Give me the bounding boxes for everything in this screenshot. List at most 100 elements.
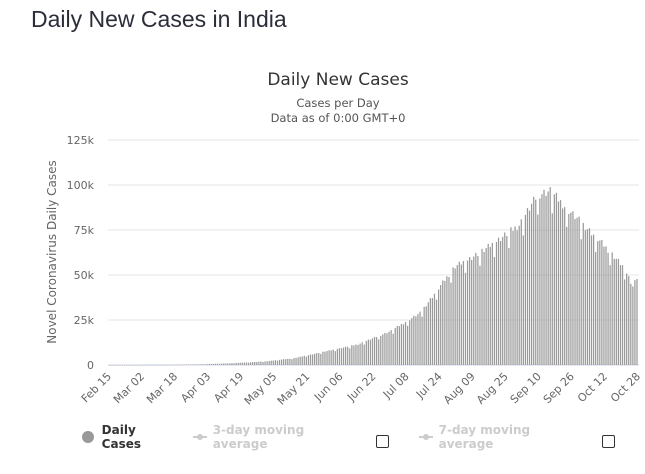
bar[interactable] (388, 331, 390, 365)
bar[interactable] (479, 265, 481, 365)
bar[interactable] (130, 364, 132, 366)
bar[interactable] (386, 333, 388, 365)
bar[interactable] (632, 286, 634, 365)
bar[interactable] (245, 362, 248, 365)
bar[interactable] (280, 359, 283, 365)
bar[interactable] (190, 364, 192, 366)
bar[interactable] (159, 364, 161, 366)
bar[interactable] (194, 364, 196, 365)
bar[interactable] (175, 364, 177, 366)
bar[interactable] (338, 348, 341, 365)
bar[interactable] (382, 334, 384, 365)
bar[interactable] (623, 279, 626, 365)
bar[interactable] (427, 302, 429, 365)
bar[interactable] (342, 347, 345, 365)
bar[interactable] (367, 339, 369, 365)
bar[interactable] (243, 362, 246, 365)
bar[interactable] (407, 325, 409, 365)
bar[interactable] (561, 208, 564, 365)
bar[interactable] (198, 364, 200, 365)
bar[interactable] (357, 344, 359, 365)
bar[interactable] (469, 257, 471, 365)
bar[interactable] (237, 362, 239, 365)
bar[interactable] (109, 364, 111, 366)
bar[interactable] (481, 248, 483, 365)
bar[interactable] (204, 364, 206, 365)
legend-item-3day-average[interactable]: 3-day moving average (193, 423, 403, 451)
bar[interactable] (448, 276, 450, 365)
bar[interactable] (601, 239, 603, 365)
bar[interactable] (438, 289, 440, 365)
bar[interactable] (301, 356, 303, 365)
bar[interactable] (289, 358, 291, 365)
bar[interactable] (309, 354, 312, 365)
bar[interactable] (336, 348, 338, 365)
bar[interactable] (514, 226, 516, 365)
bar[interactable] (570, 212, 572, 365)
bar[interactable] (495, 241, 498, 365)
bar[interactable] (609, 265, 611, 365)
bar[interactable] (504, 232, 506, 365)
bar[interactable] (229, 363, 231, 365)
bar[interactable] (475, 252, 477, 365)
bar[interactable] (365, 340, 367, 365)
bar[interactable] (330, 350, 332, 365)
bar[interactable] (371, 338, 374, 365)
bar[interactable] (497, 237, 500, 365)
bar[interactable] (150, 364, 153, 366)
bar[interactable] (417, 313, 419, 365)
bar[interactable] (634, 280, 636, 365)
bar[interactable] (117, 364, 119, 366)
bar[interactable] (559, 200, 562, 365)
bar[interactable] (440, 285, 442, 365)
bar[interactable] (349, 348, 351, 365)
bar[interactable] (303, 355, 305, 365)
bar[interactable] (626, 273, 628, 365)
bar[interactable] (177, 364, 179, 366)
bar[interactable] (181, 364, 184, 366)
bar[interactable] (287, 358, 289, 365)
bar[interactable] (125, 364, 128, 366)
bar[interactable] (630, 283, 632, 365)
bar[interactable] (611, 252, 613, 365)
bar[interactable] (568, 213, 570, 365)
bar[interactable] (148, 364, 150, 366)
bar[interactable] (161, 364, 163, 366)
bar[interactable] (179, 364, 181, 366)
bar[interactable] (340, 348, 343, 365)
bar[interactable] (489, 246, 491, 365)
bar[interactable] (557, 201, 560, 365)
bar[interactable] (400, 324, 403, 365)
bar[interactable] (607, 252, 609, 365)
bar[interactable] (167, 364, 169, 366)
bar[interactable] (264, 361, 266, 365)
bar[interactable] (142, 364, 144, 366)
bar[interactable] (456, 265, 458, 365)
bar[interactable] (549, 187, 551, 365)
bar[interactable] (154, 364, 157, 366)
bar[interactable] (361, 342, 363, 365)
bar[interactable] (187, 364, 190, 366)
bar[interactable] (392, 333, 394, 365)
bar[interactable] (508, 247, 510, 365)
bar[interactable] (572, 211, 574, 365)
bar[interactable] (233, 363, 235, 365)
bar[interactable] (119, 364, 122, 366)
bar[interactable] (113, 364, 115, 366)
bar[interactable] (590, 235, 593, 365)
bar[interactable] (615, 258, 617, 365)
bar[interactable] (121, 364, 124, 366)
bar[interactable] (376, 337, 378, 365)
bar[interactable] (396, 326, 398, 365)
bar[interactable] (266, 361, 268, 365)
bar[interactable] (425, 306, 427, 365)
bar[interactable] (218, 363, 221, 365)
bar[interactable] (299, 356, 301, 365)
bar[interactable] (584, 230, 586, 365)
bar[interactable] (636, 278, 638, 365)
bar[interactable] (324, 351, 326, 365)
bar[interactable] (260, 361, 262, 365)
bar[interactable] (450, 282, 452, 365)
bar[interactable] (123, 364, 126, 366)
bar[interactable] (580, 239, 582, 365)
